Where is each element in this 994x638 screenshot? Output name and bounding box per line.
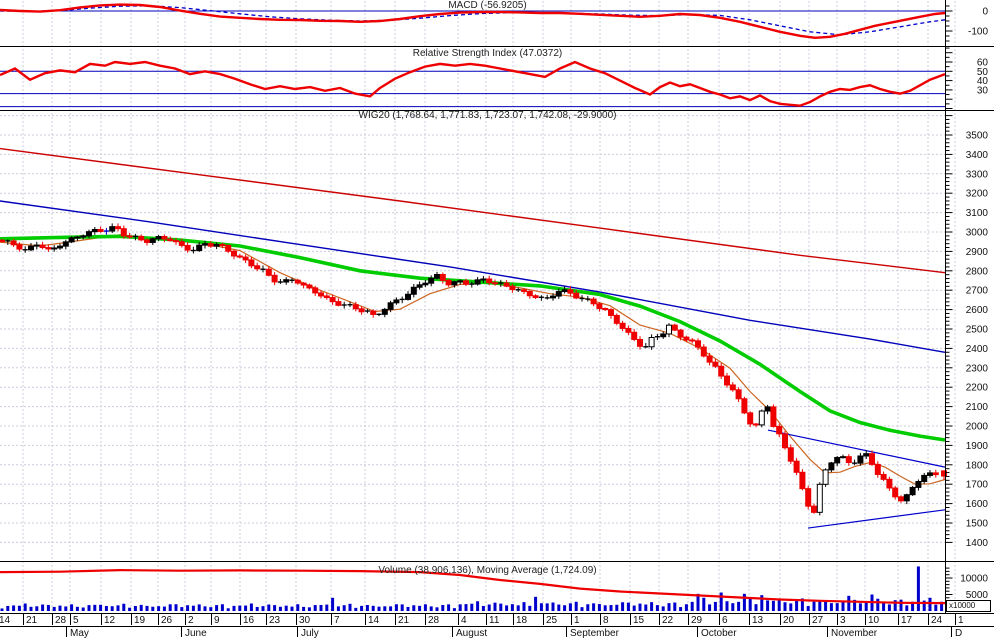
macd-panel: [0, 3, 946, 40]
svg-text:50: 50: [977, 67, 989, 78]
svg-text:2500: 2500: [966, 325, 989, 336]
svg-text:June: June: [185, 628, 207, 638]
svg-text:1500: 1500: [966, 519, 989, 530]
svg-text:18: 18: [516, 615, 528, 626]
svg-text:3: 3: [840, 615, 846, 626]
svg-text:10000: 10000: [960, 574, 988, 585]
svg-text:3200: 3200: [966, 189, 989, 200]
svg-text:4: 4: [461, 615, 467, 626]
svg-text:21: 21: [398, 615, 410, 626]
svg-text:2200: 2200: [966, 383, 989, 394]
svg-text:1600: 1600: [966, 499, 989, 510]
volume-axis-multiplier: x10000: [946, 600, 991, 612]
svg-text:1: 1: [574, 615, 580, 626]
svg-text:21: 21: [26, 615, 38, 626]
svg-text:-100: -100: [968, 27, 988, 38]
svg-text:10: 10: [868, 615, 880, 626]
svg-text:1700: 1700: [966, 480, 989, 491]
svg-text:2300: 2300: [966, 363, 989, 374]
svg-text:0: 0: [982, 7, 988, 18]
svg-text:2100: 2100: [966, 402, 989, 413]
svg-text:2400: 2400: [966, 344, 989, 355]
svg-text:28: 28: [428, 615, 440, 626]
svg-text:2600: 2600: [966, 305, 989, 316]
svg-text:20: 20: [783, 615, 795, 626]
svg-text:3000: 3000: [966, 228, 989, 239]
svg-text:24: 24: [931, 615, 943, 626]
svg-text:May: May: [70, 628, 89, 638]
svg-text:14: 14: [0, 615, 11, 626]
svg-text:28: 28: [55, 615, 67, 626]
price-panel: [0, 147, 946, 529]
svg-text:1400: 1400: [966, 538, 989, 549]
svg-text:D: D: [955, 628, 962, 638]
svg-text:14: 14: [368, 615, 380, 626]
svg-text:23: 23: [269, 615, 281, 626]
svg-text:1800: 1800: [966, 460, 989, 471]
svg-text:26: 26: [161, 615, 173, 626]
svg-text:27: 27: [812, 615, 824, 626]
svg-text:17: 17: [901, 615, 913, 626]
svg-text:1: 1: [958, 615, 964, 626]
svg-text:7: 7: [334, 615, 340, 626]
svg-text:15: 15: [633, 615, 645, 626]
svg-text:3500: 3500: [966, 131, 989, 142]
svg-text:August: August: [456, 628, 487, 638]
svg-text:September: September: [570, 628, 620, 638]
rsi-panel: [0, 60, 946, 107]
volume-panel: [0, 566, 946, 611]
svg-text:2900: 2900: [966, 247, 989, 258]
svg-text:3300: 3300: [966, 169, 989, 180]
date-axis: 14 21 28 5 12 19 26 2 9 16 23 30 7 14 21 28 4 11 18 25 1 8 15 2…: [0, 614, 964, 638]
svg-text:2800: 2800: [966, 266, 989, 277]
svg-text:13: 13: [752, 615, 764, 626]
svg-text:2000: 2000: [966, 422, 989, 433]
svg-text:1900: 1900: [966, 441, 989, 452]
candlesticks: [0, 223, 947, 516]
svg-text:22: 22: [662, 615, 674, 626]
svg-text:30: 30: [299, 615, 311, 626]
svg-text:3100: 3100: [966, 208, 989, 219]
svg-text:29: 29: [691, 615, 703, 626]
svg-text:9: 9: [214, 615, 220, 626]
svg-text:November: November: [831, 628, 878, 638]
svg-text:60: 60: [977, 58, 989, 69]
gridlines: [0, 1, 956, 612]
svg-text:40: 40: [977, 76, 989, 87]
svg-text:8: 8: [603, 615, 609, 626]
svg-text:30: 30: [977, 85, 989, 96]
reference-lines: [0, 10, 946, 108]
svg-text:July: July: [301, 628, 319, 638]
svg-text:October: October: [701, 628, 737, 638]
svg-text:16: 16: [243, 615, 255, 626]
svg-text:3400: 3400: [966, 150, 989, 161]
svg-text:5000: 5000: [966, 590, 989, 601]
svg-text:2: 2: [188, 615, 194, 626]
svg-text:6: 6: [722, 615, 728, 626]
svg-text:25: 25: [546, 615, 558, 626]
svg-text:2700: 2700: [966, 286, 989, 297]
svg-text:19: 19: [134, 615, 146, 626]
svg-text:12: 12: [104, 615, 116, 626]
svg-text:5: 5: [73, 615, 79, 626]
svg-text:11: 11: [489, 615, 500, 626]
